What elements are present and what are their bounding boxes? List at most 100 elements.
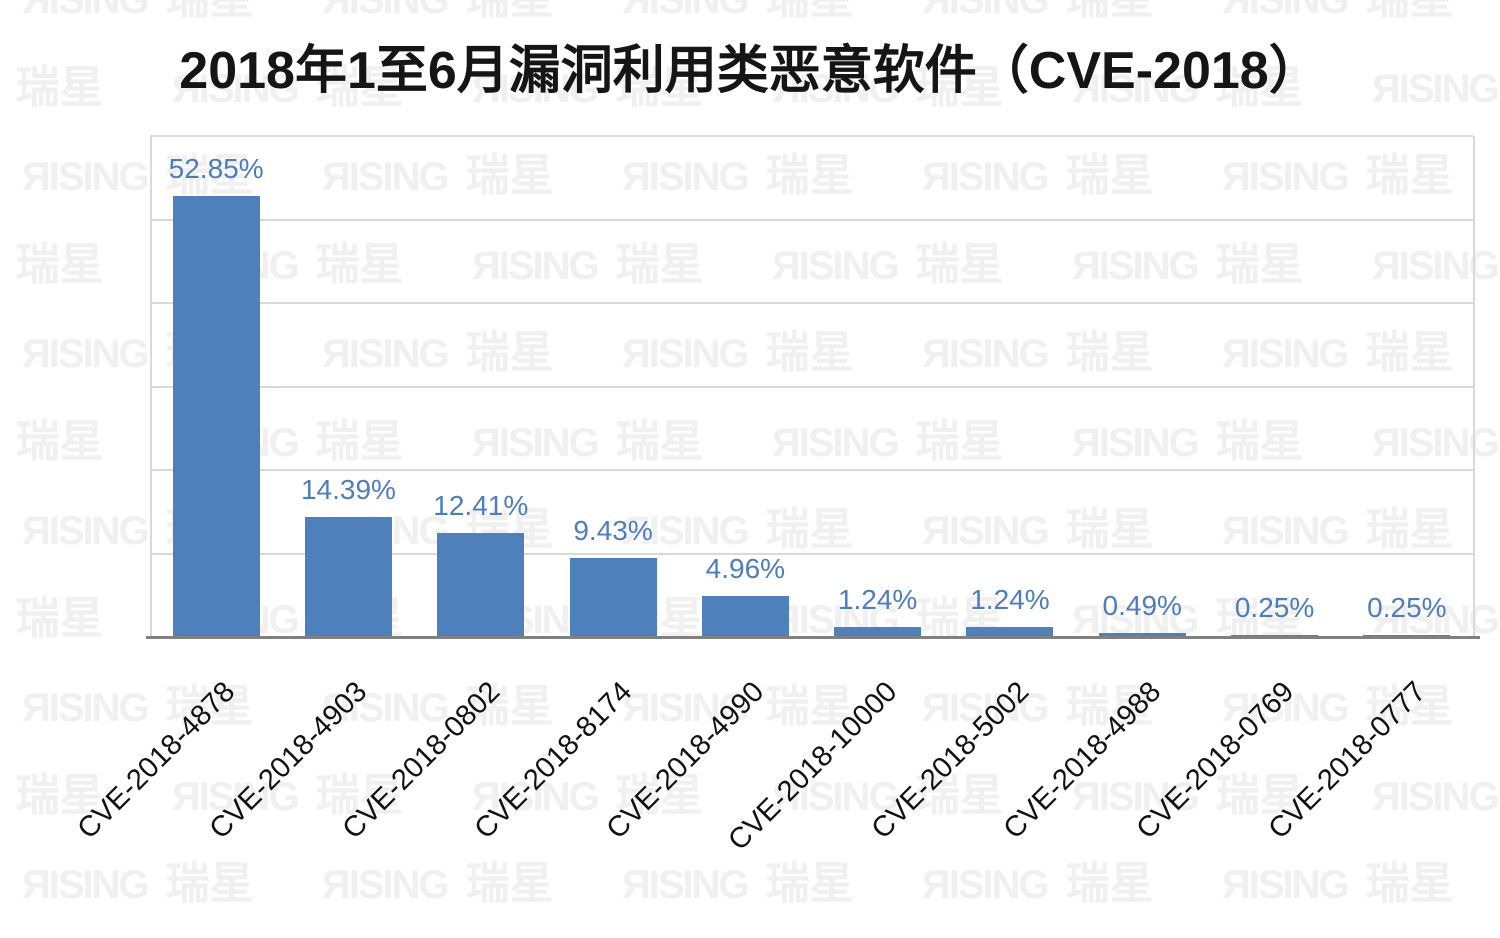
watermark-ruixing-logo: 瑞星 [765,328,854,377]
watermark-ruixing-logo: 瑞星 [465,151,554,200]
watermark-rising-logo: ЯISING [22,686,150,730]
watermark-rising-logo: ЯISING [22,0,150,22]
watermark-ruixing-logo: 瑞星 [1215,416,1304,466]
watermark-rising-logo: ЯISING [772,243,900,288]
data-label: 0.25% [1367,591,1447,623]
watermark-ruixing-logo: 瑞星 [1366,0,1454,23]
bar [1098,632,1186,637]
watermark-ruixing-logo: 瑞星 [915,239,1004,289]
watermark-tile: ЯISING 瑞星 [322,847,554,911]
watermark-rising-logo: ЯISING [172,66,300,111]
watermark-rising-logo: ЯISING [322,332,450,376]
watermark-ruixing-logo: 瑞星 [1215,239,1304,289]
watermark-tile: ЯISING 瑞星 [1072,405,1304,469]
gridline [150,135,1473,137]
watermark-rising-logo: ЯISING [322,686,450,730]
watermark-rising-logo: ЯISING [922,155,1050,199]
watermark-ruixing-logo: 瑞星 [15,239,104,289]
watermark-rising-logo: ЯISING [622,332,750,376]
watermark-rising-logo: ЯISING [1372,597,1500,642]
bar [304,516,392,637]
watermark-ruixing-logo: 瑞星 [1065,151,1154,200]
watermark-rising-logo: ЯISING [772,774,900,819]
data-label: 9.43% [573,515,653,547]
data-label: 12.41% [433,490,529,522]
data-label: 0.25% [1234,591,1315,623]
bar [569,558,657,637]
gridline [150,218,1473,221]
bar [437,533,525,637]
watermark-rising-logo: ЯISING [472,774,600,819]
watermark-tile: ЯISING 瑞星 [772,405,1004,469]
watermark-ruixing-logo: 瑞星 [765,682,854,731]
watermark-tile: ЯISING 瑞星 [322,0,554,26]
data-label: 1.24% [970,583,1050,615]
watermark-rising-logo: ЯISING [1222,686,1350,730]
watermark-rising-logo: ЯISING [22,863,150,907]
watermark-ruixing-logo: 瑞星 [465,859,554,908]
bar [172,195,260,637]
watermark-ruixing-logo: 瑞星 [915,770,1004,820]
watermark-ruixing-logo: 瑞星 [615,239,704,289]
watermark-ruixing-logo: 瑞星 [915,416,1004,466]
watermark-ruixing-logo: 瑞星 [315,770,404,820]
gridline [150,552,1473,555]
watermark-rising-logo: ЯISING [472,243,600,288]
watermark-tile: ЯISING 瑞星 [772,228,1004,292]
watermark-rising-logo: ЯISING [622,0,750,22]
watermark-ruixing-logo: 瑞星 [466,0,554,23]
plot-border-left [150,136,152,637]
watermark-rising-logo: ЯISING [922,686,1050,730]
watermark-rising-logo: ЯISING [1222,155,1350,199]
watermark-rising-logo: ЯISING [22,332,150,376]
watermark-rising-logo: ЯISING [1072,420,1200,465]
watermark-rising-logo: ЯISING [922,509,1050,553]
bar [1231,634,1319,637]
watermark-rising-logo: ЯISING [622,509,750,553]
watermark-ruixing-logo: 瑞星 [1065,505,1154,554]
watermark-ruixing-logo: 瑞星 [15,416,104,466]
watermark-ruixing-logo: 瑞星 [1066,0,1154,23]
watermark-ruixing-logo: 瑞星 [1365,505,1454,554]
data-label: 4.96% [705,552,786,584]
watermark-rising-logo: ЯISING [922,332,1050,376]
watermark-tile: ЯISING 瑞星 [772,759,1004,823]
watermark-rising-logo: ЯISING [322,863,450,907]
bar [834,626,922,637]
watermark-rising-logo: ЯISING [322,0,450,22]
watermark-rising-logo: ЯISING [622,155,750,199]
watermark-ruixing-logo: 瑞星 [1365,328,1454,377]
watermark-ruixing-logo: 瑞星 [1365,859,1454,908]
watermark-rising-logo: ЯISING [472,66,600,111]
watermark-tile: ЯISING 瑞星 [922,139,1154,203]
plot-border-right [1473,136,1475,637]
watermark-rising-logo: ЯISING [1372,420,1500,465]
watermark-rising-logo: ЯISING [772,420,900,465]
watermark-tile: ЯISING 瑞星 [472,228,704,292]
gridline [150,469,1473,471]
bar [966,626,1054,637]
